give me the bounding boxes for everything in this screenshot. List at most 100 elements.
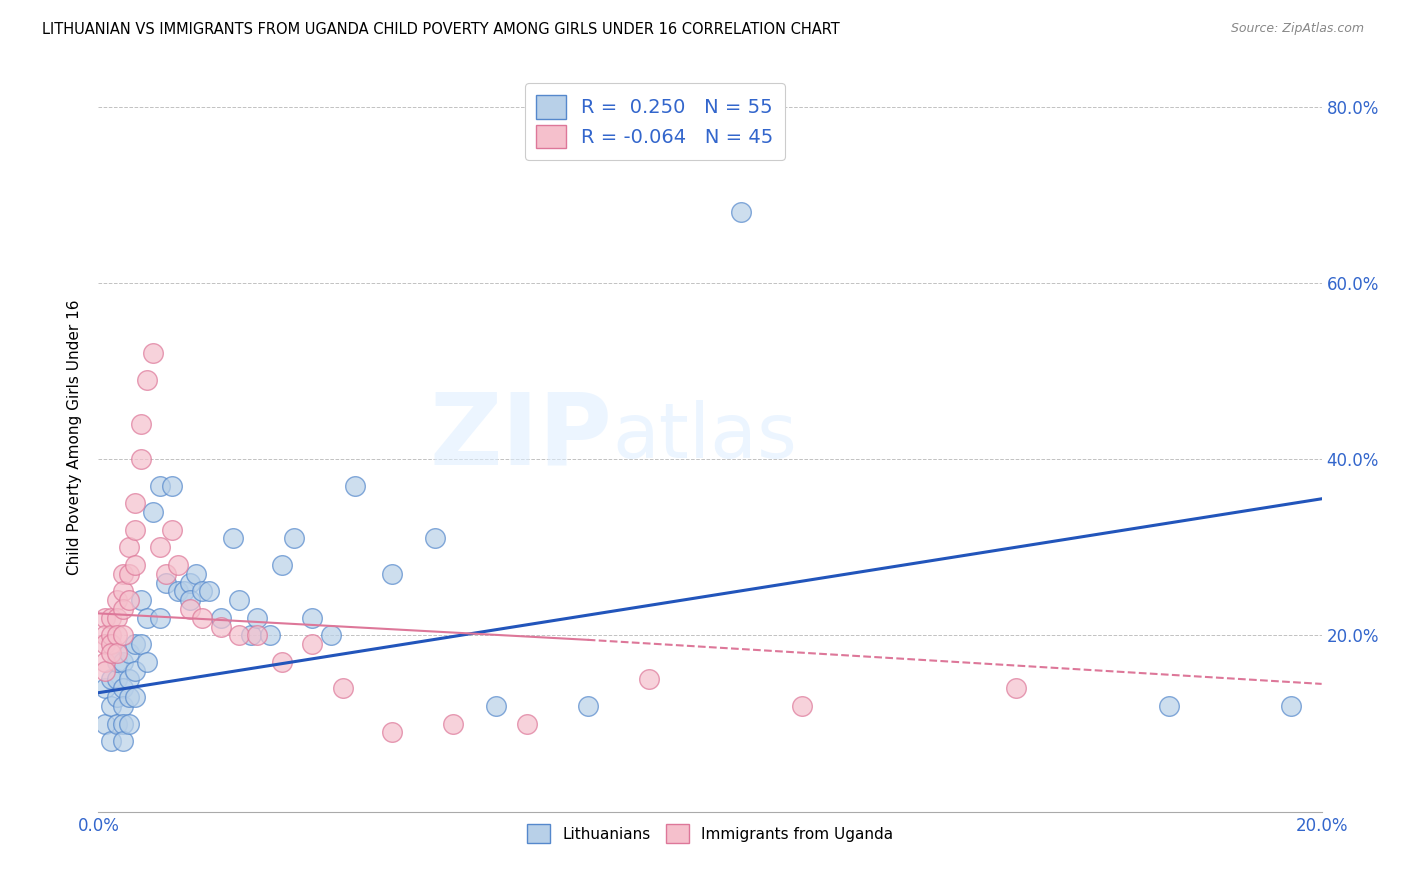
Point (240, 628, 263, 642)
Point (301, 637, 323, 651)
Point (118, 673, 141, 687)
Point (1004, 681, 1026, 696)
Point (124, 523, 146, 537)
Point (93, 681, 115, 696)
Point (100, 637, 122, 651)
Point (516, 716, 538, 731)
Point (179, 575, 201, 590)
Point (105, 646, 128, 660)
Point (118, 566, 141, 581)
Point (209, 619, 232, 633)
Point (105, 593, 128, 607)
Point (93, 655, 115, 669)
Point (167, 584, 190, 599)
Point (160, 478, 183, 492)
Point (93, 611, 115, 625)
Point (105, 690, 128, 705)
Point (228, 593, 250, 607)
Point (105, 611, 128, 625)
Point (136, 373, 159, 387)
Point (149, 611, 172, 625)
Point (191, 584, 214, 599)
Point (186, 566, 208, 581)
Point (381, 725, 404, 739)
Point (93, 716, 115, 731)
Point (93, 637, 115, 651)
Point (93, 628, 115, 642)
Point (129, 452, 152, 467)
Point (730, 205, 752, 219)
Point (111, 681, 134, 696)
Point (129, 593, 152, 607)
Point (173, 584, 195, 599)
Point (111, 698, 134, 713)
Text: Source: ZipAtlas.com: Source: ZipAtlas.com (1230, 22, 1364, 36)
Point (344, 478, 367, 492)
Point (136, 655, 159, 669)
Point (111, 566, 134, 581)
Point (790, 698, 813, 713)
Point (124, 664, 146, 678)
Point (124, 690, 146, 705)
Point (637, 673, 661, 687)
Point (118, 593, 141, 607)
Point (111, 628, 134, 642)
Point (246, 611, 269, 625)
Point (136, 611, 159, 625)
Point (129, 417, 152, 431)
Point (142, 346, 165, 360)
Point (270, 558, 292, 572)
Point (142, 505, 165, 519)
Point (270, 655, 292, 669)
Point (332, 681, 354, 696)
Point (118, 541, 141, 555)
Point (576, 698, 599, 713)
Point (100, 698, 122, 713)
Point (105, 673, 128, 687)
Point (197, 584, 219, 599)
Point (1157, 698, 1180, 713)
Point (1279, 698, 1302, 713)
Point (100, 673, 122, 687)
Point (246, 628, 269, 642)
Point (118, 690, 141, 705)
Point (100, 734, 122, 748)
Point (319, 628, 342, 642)
Point (167, 558, 190, 572)
Point (100, 628, 122, 642)
Point (155, 575, 177, 590)
Text: LITHUANIAN VS IMMIGRANTS FROM UGANDA CHILD POVERTY AMONG GIRLS UNDER 16 CORRELAT: LITHUANIAN VS IMMIGRANTS FROM UGANDA CHI… (42, 22, 839, 37)
Point (124, 637, 146, 651)
Point (155, 566, 177, 581)
Point (160, 523, 183, 537)
Point (259, 628, 281, 642)
Text: atlas: atlas (612, 401, 797, 474)
Point (149, 478, 172, 492)
Point (124, 496, 146, 510)
Point (118, 716, 141, 731)
Point (111, 602, 134, 616)
Point (441, 716, 464, 731)
Point (381, 566, 404, 581)
Point (149, 541, 172, 555)
Point (118, 646, 141, 660)
Y-axis label: Child Poverty Among Girls Under 16: Child Poverty Among Girls Under 16 (67, 300, 83, 574)
Point (228, 628, 250, 642)
Point (105, 716, 128, 731)
Text: ZIP: ZIP (429, 389, 612, 485)
Point (485, 698, 508, 713)
Point (423, 532, 446, 546)
Point (191, 611, 214, 625)
Point (209, 611, 232, 625)
Point (301, 611, 323, 625)
Point (222, 532, 245, 546)
Point (111, 584, 134, 599)
Point (105, 655, 128, 669)
Point (111, 734, 134, 748)
Point (124, 558, 146, 572)
Point (179, 593, 201, 607)
Point (100, 611, 122, 625)
Point (105, 628, 128, 642)
Point (100, 646, 122, 660)
Point (111, 716, 134, 731)
